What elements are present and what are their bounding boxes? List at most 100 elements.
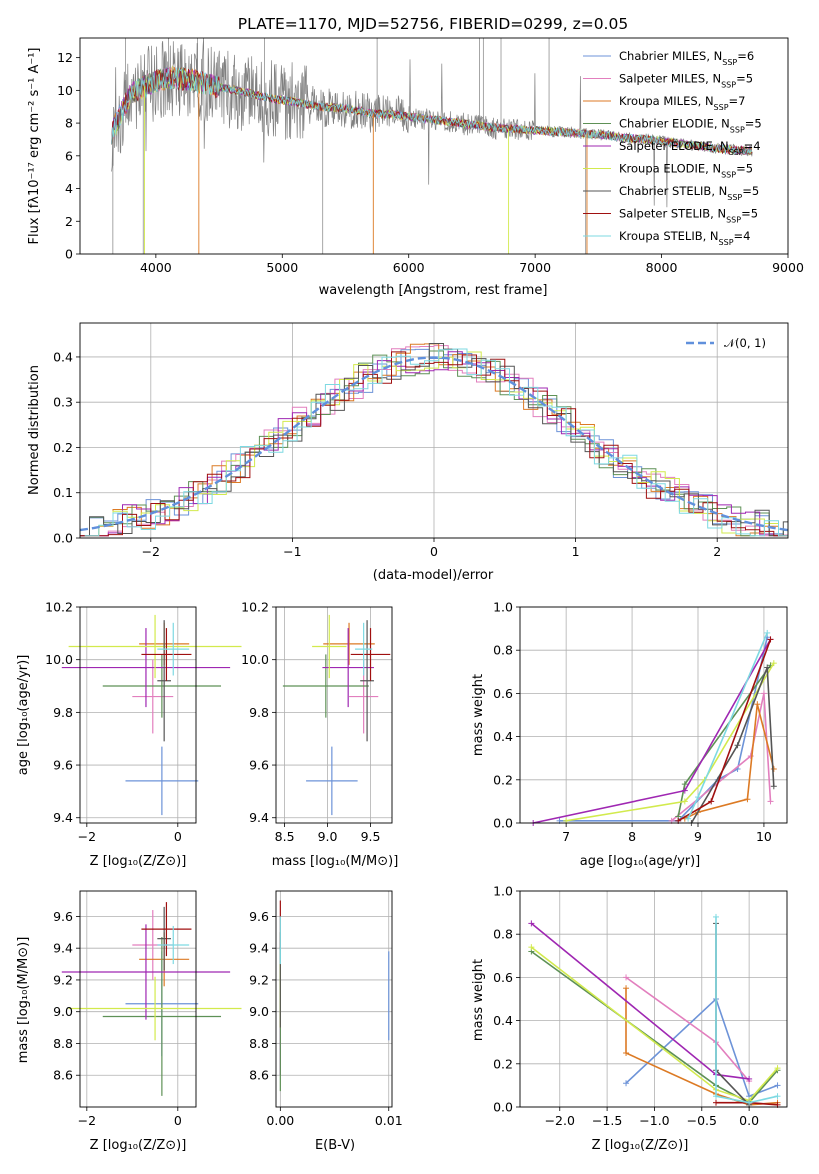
mass-ebv-xlabel: E(B-V) (315, 1138, 355, 1153)
y-tick-label: 0.4 (493, 1013, 513, 1028)
x-tick-label: 9.5 (361, 829, 381, 844)
legend-entry: Salpeter ELODIE, NSSP=4 (619, 139, 761, 157)
gaussian-curve (79, 356, 789, 532)
y-tick-label: 12 (57, 50, 73, 65)
mass-z-xlabel: Z [log₁₀(Z/Z⊙)] (90, 1138, 187, 1153)
x-tick-label: 8 (628, 829, 636, 844)
weight-line (559, 637, 768, 822)
histogram-step (80, 351, 788, 537)
spectrum-xlabel: wavelength [Angstrom, rest frame] (319, 283, 548, 298)
y-tick-label: 9.4 (53, 941, 73, 956)
y-tick-label: 9.6 (249, 758, 269, 773)
x-tick-label: −1 (283, 544, 301, 559)
x-tick-label: 2 (713, 544, 721, 559)
weight-z-ylabel: mass weight (471, 959, 486, 1041)
y-tick-label: 0.0 (53, 531, 73, 546)
y-tick-label: 0.2 (493, 772, 513, 787)
weight-age-ylabel: mass weight (471, 674, 486, 756)
weight-line (690, 667, 775, 824)
y-tick-label: 1.0 (493, 600, 513, 615)
histogram-xlabel: (data-model)/error (373, 568, 494, 583)
x-tick-label: −2 (78, 1113, 96, 1128)
figure-title: PLATE=1170, MJD=52756, FIBERID=0299, z=0… (238, 15, 628, 33)
x-tick-label: 5000 (266, 260, 298, 275)
legend-entry: Chabrier STELIB, NSSP=5 (619, 184, 759, 202)
y-tick-label: 9.8 (249, 705, 269, 720)
y-tick-label: 0.8 (493, 927, 513, 942)
x-tick-label: 6000 (393, 260, 425, 275)
y-tick-label: 0.1 (53, 485, 73, 500)
y-tick-label: 9.8 (53, 705, 73, 720)
x-tick-label: 10 (756, 829, 772, 844)
spectrum-legend: Chabrier MILES, NSSP=6 Salpeter MILES, NS… (583, 49, 762, 247)
weight-line (565, 662, 775, 822)
axes-frame (275, 606, 393, 824)
y-tick-label: 9.6 (249, 909, 269, 924)
legend-entry: Kroupa STELIB, NSSP=4 (619, 229, 750, 247)
x-tick-label: 1 (572, 544, 580, 559)
x-tick-label: 4000 (140, 260, 172, 275)
x-tick-label: 0.00 (266, 1113, 294, 1128)
y-tick-label: 1.0 (493, 884, 513, 899)
weight-vs-metallicity-panel: −2.0 −1.5 −1.0 −0.5 0.0 0.0 0.2 0.4 0.6 0.8 1.0 (493, 884, 788, 1128)
legend-entry: Kroupa MILES, NSSP=7 (619, 94, 745, 112)
y-tick-label: 8.6 (53, 1068, 73, 1083)
x-tick-label: −2 (142, 544, 160, 559)
x-tick-label: 9.0 (318, 829, 338, 844)
y-tick-label: 0.2 (493, 1056, 513, 1071)
x-tick-label: −2.0 (545, 1113, 575, 1128)
histogram-step (84, 348, 788, 537)
mass-vs-metallicity-panel: −2 0 8.6 8.8 9.0 9.2 9.4 9.6 (53, 890, 242, 1128)
y-tick-label: 9.2 (53, 972, 73, 987)
y-tick-label: 0.3 (53, 395, 73, 410)
y-tick-label: 9.0 (53, 1004, 73, 1019)
weight-line (715, 916, 778, 1104)
x-tick-label: 8000 (646, 260, 678, 275)
x-tick-label: 9 (694, 829, 702, 844)
x-tick-label: 8.5 (275, 829, 295, 844)
axes-frame (519, 890, 788, 1108)
weight-age-xlabel: age [log₁₀(age/yr)] (580, 854, 701, 869)
x-tick-label: 0 (174, 1113, 182, 1128)
y-tick-label: 10.2 (45, 600, 73, 615)
x-tick-label: 0 (174, 829, 182, 844)
age-z-xlabel: Z [log₁₀(Z/Z⊙)] (90, 854, 187, 869)
model-spectrum (111, 67, 753, 155)
x-tick-label: 0.0 (739, 1113, 759, 1128)
x-tick-label: 0.01 (375, 1113, 403, 1128)
weight-line (533, 639, 772, 824)
y-tick-label: 8 (65, 116, 73, 131)
x-tick-label: 7 (562, 829, 570, 844)
weight-line (625, 997, 778, 1098)
mass-z-ylabel: mass [log₁₀(M/M⊙)] (16, 937, 31, 1064)
spectrum-panel: 4000 5000 6000 7000 8000 9000 0 2 4 6 8 10 12 Chabri… (27, 37, 804, 298)
histogram-step (80, 351, 788, 537)
axes-frame (519, 606, 788, 824)
y-tick-label: 10.0 (241, 652, 269, 667)
y-tick-label: 0.4 (53, 349, 73, 364)
y-tick-label: 9.4 (53, 810, 73, 825)
spectrum-ylabel: Flux [fλ10⁻¹⁷ erg cm⁻² s⁻¹ A⁻¹] (27, 48, 42, 245)
y-tick-label: 8.8 (53, 1036, 73, 1051)
x-tick-label: −1.0 (639, 1113, 669, 1128)
y-tick-label: 8.8 (249, 1036, 269, 1051)
y-tick-label: 0.6 (493, 970, 513, 985)
y-tick-label: 10 (57, 83, 73, 98)
y-tick-label: 9.6 (53, 909, 73, 924)
legend-entry: Chabrier ELODIE, NSSP=5 (619, 117, 762, 135)
weight-vs-age-panel: 7 8 9 10 0.0 0.2 0.4 0.6 0.8 1.0 (493, 600, 788, 844)
legend-entry: Kroupa ELODIE, NSSP=5 (619, 162, 753, 180)
axes-frame (79, 606, 197, 824)
weight-z-xlabel: Z [log₁₀(Z/Z⊙)] (592, 1138, 689, 1153)
x-tick-label: 0 (430, 544, 438, 559)
axes-frame (79, 37, 789, 255)
y-tick-label: 2 (65, 214, 73, 229)
legend-entry: Salpeter MILES, NSSP=5 (619, 72, 753, 90)
histogram-plot-area: −2 −1 0 1 2 0.0 0.1 0.2 0.3 0.4 (53, 322, 789, 559)
y-tick-label: 4 (65, 181, 73, 196)
y-tick-label: 10.2 (241, 600, 269, 615)
axes-frame (79, 890, 197, 1108)
y-tick-label: 9.4 (249, 810, 269, 825)
axes-frame (275, 890, 393, 1108)
